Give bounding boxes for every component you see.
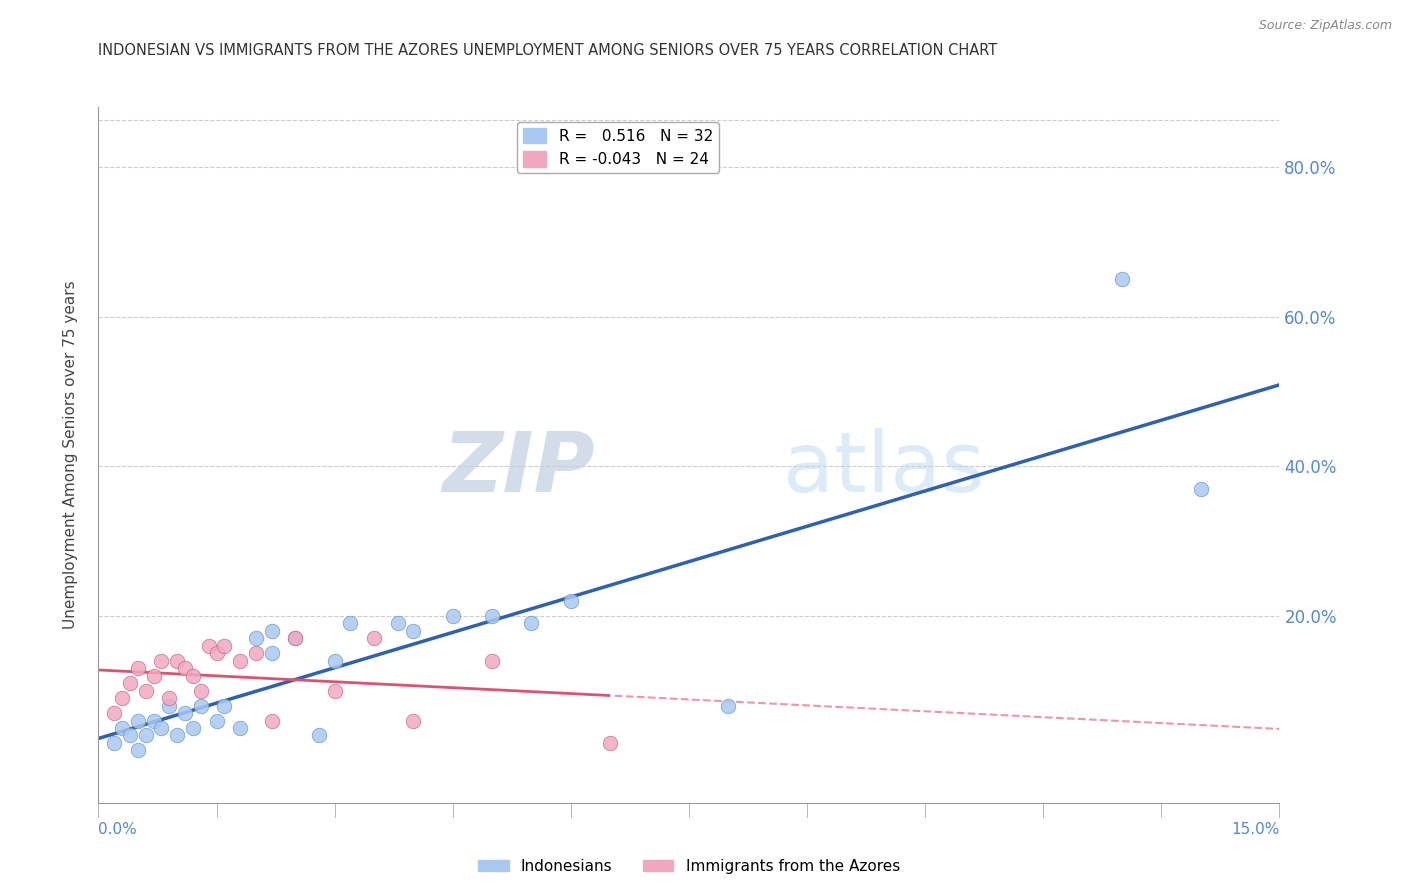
Legend: R =   0.516   N = 32, R = -0.043   N = 24: R = 0.516 N = 32, R = -0.043 N = 24 bbox=[517, 121, 718, 173]
Point bbox=[214, 639, 236, 653]
Point bbox=[181, 721, 204, 735]
Text: 0.0%: 0.0% bbox=[98, 822, 138, 837]
Point bbox=[520, 616, 543, 631]
Point bbox=[717, 698, 740, 713]
Point bbox=[308, 729, 330, 743]
Point bbox=[111, 691, 134, 706]
Point bbox=[174, 706, 197, 720]
Point bbox=[284, 631, 307, 645]
Point bbox=[190, 683, 212, 698]
Point bbox=[260, 646, 283, 660]
Point bbox=[127, 714, 149, 728]
Point bbox=[103, 706, 125, 720]
Point bbox=[560, 594, 582, 608]
Point bbox=[166, 729, 188, 743]
Legend: Indonesians, Immigrants from the Azores: Indonesians, Immigrants from the Azores bbox=[472, 853, 905, 880]
Point bbox=[481, 654, 503, 668]
Point bbox=[229, 654, 252, 668]
Point bbox=[339, 616, 361, 631]
Point bbox=[157, 698, 180, 713]
Point bbox=[1111, 272, 1133, 286]
Point bbox=[363, 631, 385, 645]
Point bbox=[197, 639, 219, 653]
Point bbox=[481, 608, 503, 623]
Point bbox=[190, 698, 212, 713]
Y-axis label: Unemployment Among Seniors over 75 years: Unemployment Among Seniors over 75 years bbox=[63, 281, 77, 629]
Text: INDONESIAN VS IMMIGRANTS FROM THE AZORES UNEMPLOYMENT AMONG SENIORS OVER 75 YEAR: INDONESIAN VS IMMIGRANTS FROM THE AZORES… bbox=[98, 43, 998, 58]
Point bbox=[387, 616, 409, 631]
Point bbox=[103, 736, 125, 750]
Point bbox=[214, 698, 236, 713]
Text: atlas: atlas bbox=[783, 428, 986, 509]
Point bbox=[118, 676, 141, 690]
Point bbox=[150, 654, 173, 668]
Point bbox=[135, 683, 157, 698]
Point bbox=[111, 721, 134, 735]
Point bbox=[441, 608, 464, 623]
Point bbox=[127, 743, 149, 757]
Point bbox=[323, 654, 346, 668]
Point bbox=[284, 631, 307, 645]
Point bbox=[166, 654, 188, 668]
Point bbox=[157, 691, 180, 706]
Point bbox=[205, 646, 228, 660]
Point bbox=[245, 646, 267, 660]
Point bbox=[181, 668, 204, 682]
Text: 15.0%: 15.0% bbox=[1232, 822, 1279, 837]
Point bbox=[118, 729, 141, 743]
Point bbox=[142, 714, 165, 728]
Point bbox=[229, 721, 252, 735]
Point bbox=[245, 631, 267, 645]
Point bbox=[135, 729, 157, 743]
Point bbox=[150, 721, 173, 735]
Text: Source: ZipAtlas.com: Source: ZipAtlas.com bbox=[1258, 19, 1392, 31]
Point bbox=[323, 683, 346, 698]
Point bbox=[402, 624, 425, 638]
Point bbox=[142, 668, 165, 682]
Point bbox=[1189, 482, 1212, 496]
Text: ZIP: ZIP bbox=[441, 428, 595, 509]
Point bbox=[599, 736, 621, 750]
Point bbox=[402, 714, 425, 728]
Point bbox=[205, 714, 228, 728]
Point bbox=[127, 661, 149, 675]
Point bbox=[174, 661, 197, 675]
Point bbox=[260, 624, 283, 638]
Point bbox=[260, 714, 283, 728]
